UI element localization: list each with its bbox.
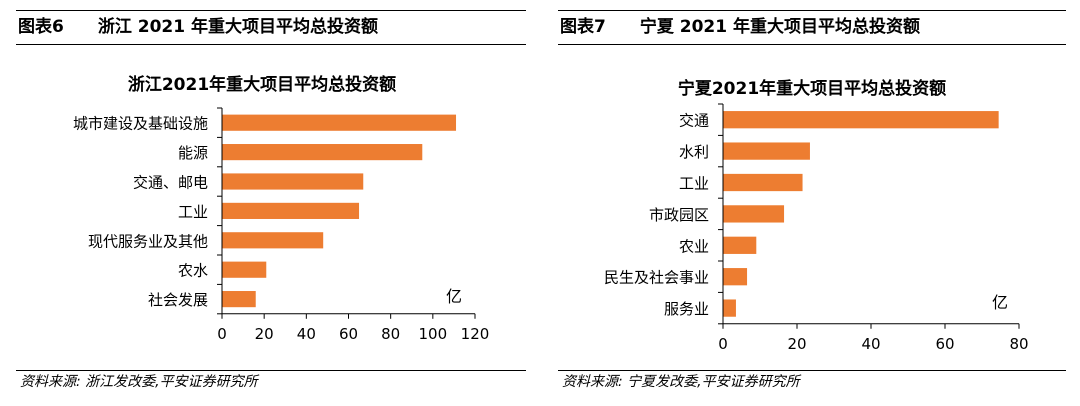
figure-header: 图表7 宁夏 2021 年重大项目平均总投资额 bbox=[560, 14, 920, 40]
x-tick-label: 80 bbox=[381, 325, 400, 343]
category-label: 城市建设及基础设施 bbox=[73, 115, 208, 133]
header-rule-top bbox=[558, 10, 1066, 11]
x-tick-label: 40 bbox=[861, 335, 880, 350]
bar bbox=[222, 291, 256, 308]
bar bbox=[723, 236, 757, 254]
figure-panel-zhejiang: 图表6 浙江 2021 年重大项目平均总投资额 浙江2021年重大项目平均总投资额… bbox=[16, 0, 526, 406]
x-tick-label: 100 bbox=[419, 325, 448, 343]
bar bbox=[723, 111, 999, 129]
header-rule-bottom bbox=[558, 44, 1066, 45]
category-label: 工业 bbox=[178, 203, 208, 221]
x-tick-label: 0 bbox=[718, 335, 728, 350]
x-tick-label: 40 bbox=[297, 325, 316, 343]
x-tick-label: 60 bbox=[339, 325, 358, 343]
unit-label: 亿 bbox=[992, 293, 1008, 312]
figure-panel-ningxia: 图表7 宁夏 2021 年重大项目平均总投资额 宁夏2021年重大项目平均总投资额… bbox=[558, 0, 1066, 406]
source-note: 资料来源: 宁夏发改委,平安证券研究所 bbox=[562, 374, 800, 390]
bar bbox=[723, 142, 810, 160]
bar bbox=[723, 268, 748, 286]
figure-title: 宁夏 2021 年重大项目平均总投资额 bbox=[639, 17, 920, 37]
figure-title: 浙江 2021 年重大项目平均总投资额 bbox=[97, 17, 378, 37]
source-note: 资料来源: 浙江发改委,平安证券研究所 bbox=[20, 374, 258, 390]
bar bbox=[222, 202, 360, 219]
x-tick-label: 120 bbox=[461, 325, 490, 343]
x-tick-label: 20 bbox=[787, 335, 806, 350]
category-label: 服务业 bbox=[664, 300, 709, 318]
bar bbox=[222, 114, 457, 131]
x-tick-label: 60 bbox=[935, 335, 954, 350]
zhejiang-bar-chart: 浙江2021年重大项目平均总投资额城市建设及基础设施能源交通、邮电工业现代服务业… bbox=[73, 74, 490, 343]
bar bbox=[222, 173, 364, 190]
footer-rule bbox=[16, 370, 526, 371]
category-label: 民生及社会事业 bbox=[604, 269, 709, 287]
bar bbox=[222, 144, 423, 161]
category-label: 水利 bbox=[679, 143, 709, 161]
x-tick-label: 0 bbox=[217, 325, 227, 343]
figure-header: 图表6 浙江 2021 年重大项目平均总投资额 bbox=[18, 14, 378, 40]
x-tick-label: 80 bbox=[1009, 335, 1028, 350]
figure-label: 图表6 bbox=[18, 17, 64, 37]
bar bbox=[222, 261, 267, 278]
chart-title: 浙江2021年重大项目平均总投资额 bbox=[128, 74, 396, 95]
category-label: 能源 bbox=[178, 144, 208, 162]
figure-label: 图表7 bbox=[560, 17, 606, 37]
category-label: 社会发展 bbox=[148, 291, 208, 309]
bar bbox=[222, 232, 324, 249]
bar bbox=[723, 173, 803, 192]
category-label: 农业 bbox=[679, 237, 709, 255]
category-label: 农水 bbox=[178, 262, 208, 280]
unit-label: 亿 bbox=[446, 287, 462, 306]
category-label: 市政园区 bbox=[649, 206, 709, 224]
category-label: 交通 bbox=[679, 112, 709, 130]
header-rule-bottom bbox=[16, 44, 526, 45]
category-label: 工业 bbox=[679, 175, 709, 193]
x-tick-label: 20 bbox=[255, 325, 274, 343]
header-rule-top bbox=[16, 10, 526, 11]
bar bbox=[723, 205, 785, 223]
bar bbox=[723, 299, 736, 317]
footer-rule bbox=[558, 370, 1066, 371]
category-label: 现代服务业及其他 bbox=[88, 232, 208, 250]
category-label: 交通、邮电 bbox=[133, 174, 208, 192]
chart-title: 宁夏2021年重大项目平均总投资额 bbox=[678, 78, 946, 99]
